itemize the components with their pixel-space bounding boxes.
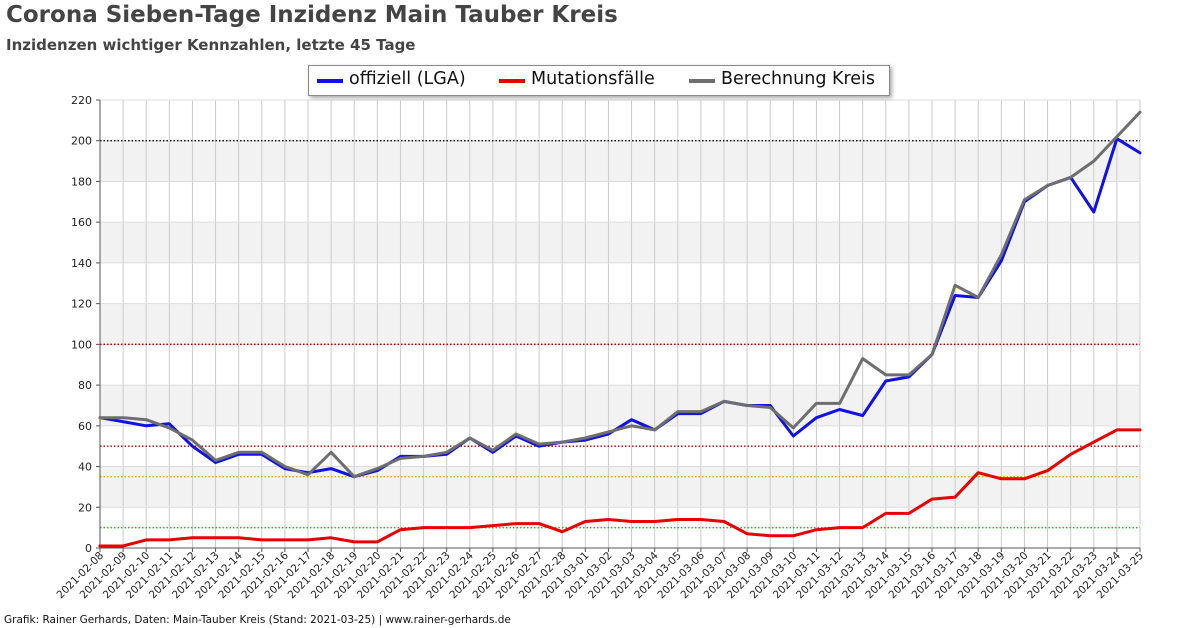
legend-label-mutation: Mutationsfälle xyxy=(531,69,655,89)
y-tick-label: 160 xyxy=(71,216,92,229)
y-tick-label: 120 xyxy=(71,298,92,311)
y-tick-label: 200 xyxy=(71,135,92,148)
y-tick-label: 0 xyxy=(85,542,92,555)
y-tick-label: 80 xyxy=(78,379,92,392)
legend: offiziell (LGA) Mutationsfälle Berechnun… xyxy=(308,65,890,96)
legend-swatch-mutation xyxy=(499,79,525,83)
grid-band xyxy=(100,303,1140,345)
legend-swatch-offiziell xyxy=(317,79,343,83)
y-tick-label: 100 xyxy=(71,338,92,351)
series-line-kreis xyxy=(98,110,1142,479)
y-tick-label: 40 xyxy=(78,461,92,474)
grid-band xyxy=(100,222,1140,263)
grid-band xyxy=(100,466,1140,508)
series-line-offiziell xyxy=(98,137,1142,479)
legend-label-kreis: Berechnung Kreis xyxy=(721,69,876,89)
footer-credits: Grafik: Rainer Gerhards, Daten: Main-Tau… xyxy=(4,614,511,626)
chart-subtitle: Inzidenzen wichtiger Kennzahlen, letzte … xyxy=(6,36,416,54)
legend-label-offiziell: offiziell (LGA) xyxy=(349,69,466,89)
grid-band xyxy=(100,140,1140,182)
chart-title: Corona Sieben-Tage Inzidenz Main Tauber … xyxy=(6,2,618,28)
grid-band xyxy=(100,385,1140,426)
y-tick-label: 220 xyxy=(71,94,92,107)
y-tick-label: 140 xyxy=(71,257,92,270)
y-tick-label: 20 xyxy=(78,501,92,514)
legend-swatch-kreis xyxy=(689,79,715,83)
y-tick-label: 180 xyxy=(71,175,92,188)
y-tick-label: 60 xyxy=(78,420,92,433)
series-line-mutation xyxy=(98,428,1142,548)
